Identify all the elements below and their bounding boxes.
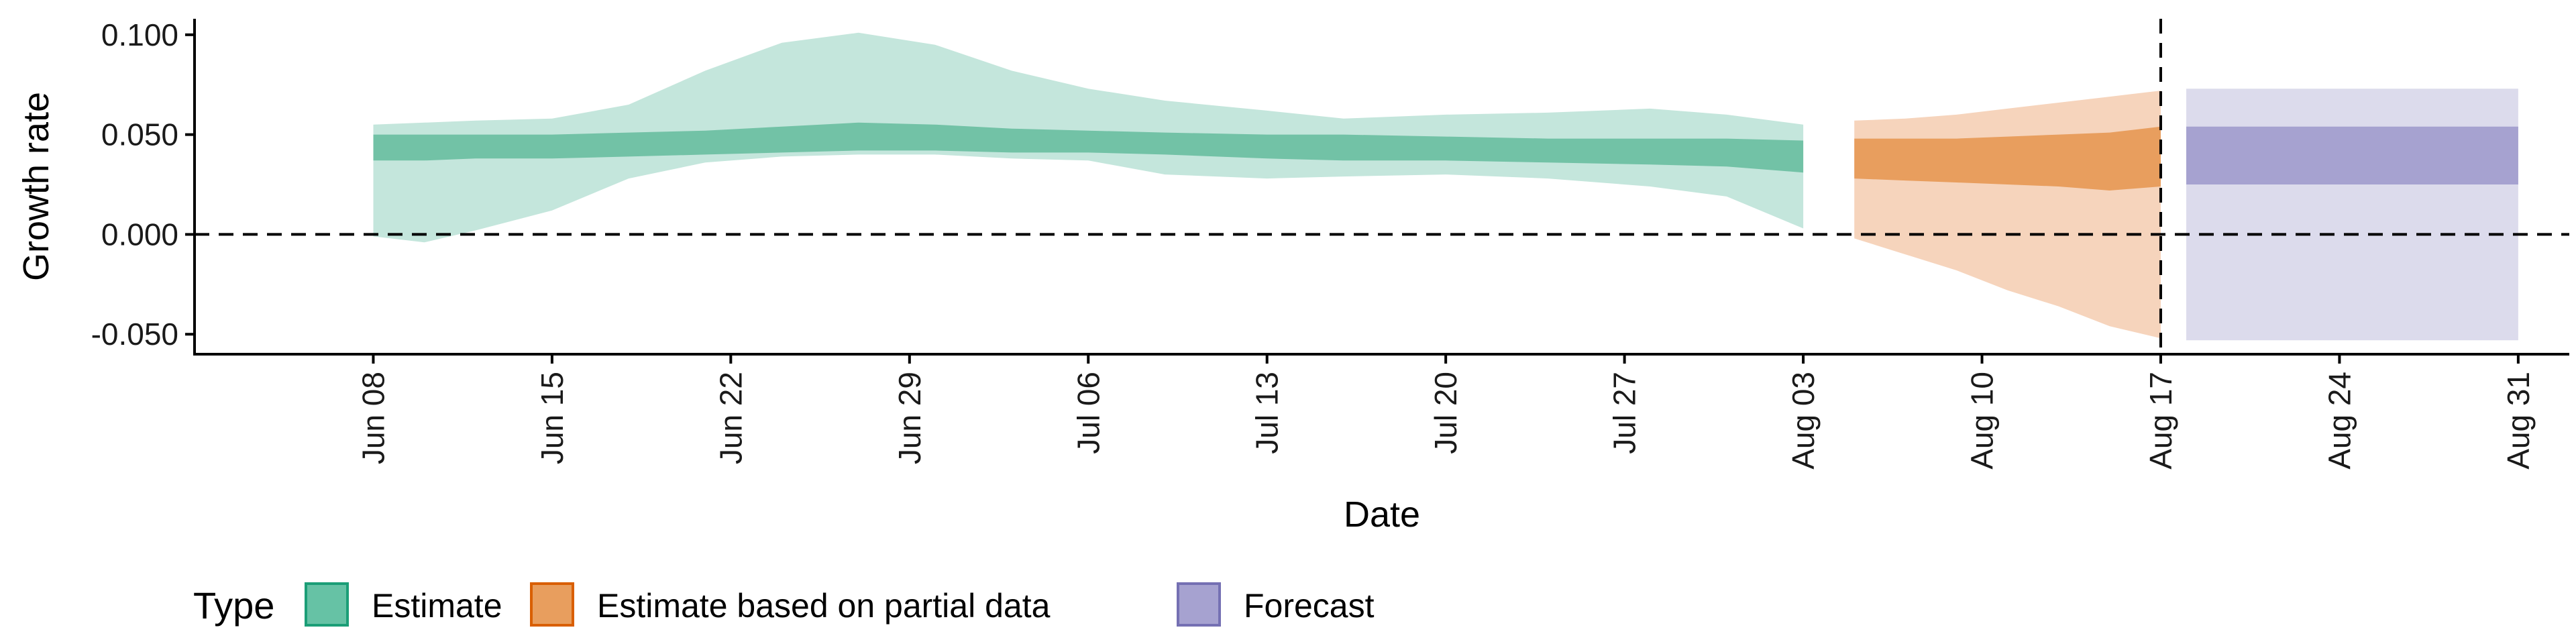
x-tick-label: Jul 20	[1428, 372, 1463, 454]
x-tick-label: Jun 22	[713, 372, 748, 464]
x-tick-label: Aug 03	[1786, 372, 1821, 470]
band-layer	[373, 32, 2518, 341]
legend-label-forecast: Forecast	[1244, 587, 1375, 625]
forecast-inner-band	[2186, 126, 2518, 184]
estimate-based-on-partial-data-outer-band	[1854, 91, 2161, 339]
x-tick-label: Jul 27	[1607, 372, 1642, 454]
legend-label-estimate-based-on-partial-data: Estimate based on partial data	[597, 587, 1051, 625]
y-tick-label: 0.000	[101, 217, 178, 252]
y-axis-title: Growth rate	[16, 92, 56, 281]
x-tick-label: Jun 29	[892, 372, 927, 464]
forecast-outer-band	[2186, 89, 2518, 341]
x-tick-label: Aug 31	[2501, 372, 2536, 470]
x-tick-label: Jul 06	[1071, 372, 1106, 454]
legend-key-estimate-based-on-partial-data	[530, 582, 574, 627]
x-axis-title: Date	[1344, 494, 1420, 535]
x-tick-label: Jun 15	[535, 372, 570, 464]
x-tick-label: Aug 24	[2322, 372, 2357, 470]
x-tick-label: Jun 08	[356, 372, 390, 464]
legend: Type Estimate Estimate based on partial d…	[193, 582, 1375, 627]
legend-key-forecast	[1177, 582, 1221, 627]
x-tick-label: Aug 17	[2143, 372, 2178, 470]
y-tick-label: 0.100	[101, 17, 178, 52]
x-tick-label: Jul 13	[1250, 372, 1285, 454]
x-axis-ticks: Jun 08 Jun 15 Jun 22 Jun 29 Jul 06 Jul 13 Jul …	[356, 354, 2536, 470]
x-tick-label: Aug 10	[1965, 372, 2000, 470]
legend-title: Type	[193, 584, 274, 627]
y-tick-label: 0.050	[101, 117, 178, 152]
estimate-inner-band	[373, 122, 1804, 173]
y-tick-label: -0.050	[91, 317, 178, 352]
y-axis-ticks: -0.050 0.000 0.050 0.100	[91, 17, 195, 352]
legend-label-estimate: Estimate	[372, 587, 502, 625]
estimate-based-on-partial-data-inner-band	[1854, 126, 2161, 191]
legend-key-estimate	[305, 582, 349, 627]
